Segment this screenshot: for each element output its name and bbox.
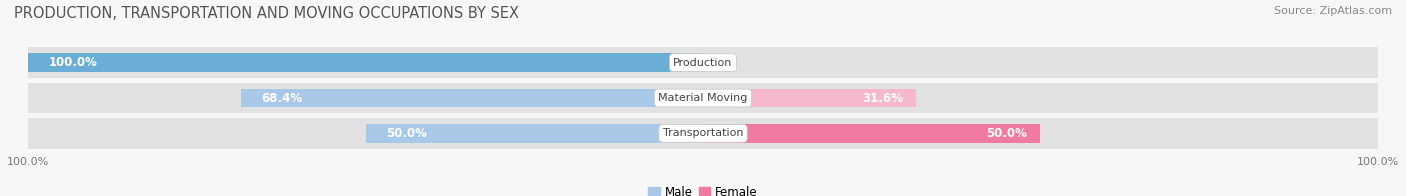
Bar [242, 89, 703, 107]
Legend: Male, Female: Male, Female [644, 182, 762, 196]
Text: 50.0%: 50.0% [385, 127, 426, 140]
Bar [28, 83, 1378, 113]
Bar [703, 124, 1040, 143]
Bar [28, 53, 703, 72]
Bar [703, 89, 917, 107]
Text: Transportation: Transportation [662, 128, 744, 138]
Text: PRODUCTION, TRANSPORTATION AND MOVING OCCUPATIONS BY SEX: PRODUCTION, TRANSPORTATION AND MOVING OC… [14, 6, 519, 21]
Text: Source: ZipAtlas.com: Source: ZipAtlas.com [1274, 6, 1392, 16]
Text: 100.0%: 100.0% [48, 56, 97, 69]
Text: 68.4%: 68.4% [262, 92, 302, 104]
Bar [366, 124, 703, 143]
Bar [28, 47, 1378, 78]
Text: 50.0%: 50.0% [986, 127, 1026, 140]
Bar [28, 118, 1378, 149]
Text: 31.6%: 31.6% [862, 92, 903, 104]
Text: Production: Production [673, 58, 733, 68]
Text: Material Moving: Material Moving [658, 93, 748, 103]
